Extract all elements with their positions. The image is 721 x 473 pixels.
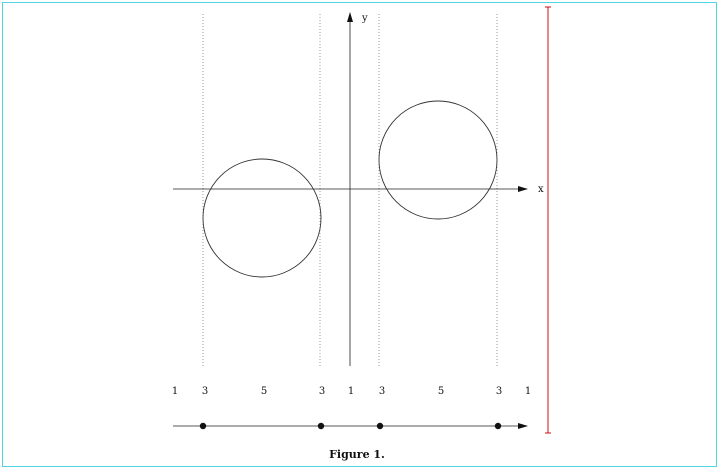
number-line-point xyxy=(199,422,207,430)
region-labels: 1 3 5 3 1 3 5 3 1 xyxy=(172,386,531,397)
region-label: 3 xyxy=(202,386,208,397)
number-line-point xyxy=(494,422,502,430)
y-axis-label: y xyxy=(361,13,368,24)
figure-frame xyxy=(2,2,717,467)
number-line-point xyxy=(317,422,325,430)
region-label: 1 xyxy=(172,386,178,397)
left-circle xyxy=(202,158,322,278)
figure-caption: Figure 1. xyxy=(329,448,385,461)
region-label: 5 xyxy=(261,386,267,397)
right-circle xyxy=(378,100,498,220)
region-label: 5 xyxy=(438,386,444,397)
x-axis-label: x xyxy=(538,184,544,195)
region-label: 3 xyxy=(319,386,325,397)
region-label: 3 xyxy=(379,386,385,397)
region-label: 3 xyxy=(496,386,502,397)
region-label: 1 xyxy=(525,386,531,397)
number-line-point xyxy=(376,422,384,430)
region-label: 1 xyxy=(348,386,354,397)
